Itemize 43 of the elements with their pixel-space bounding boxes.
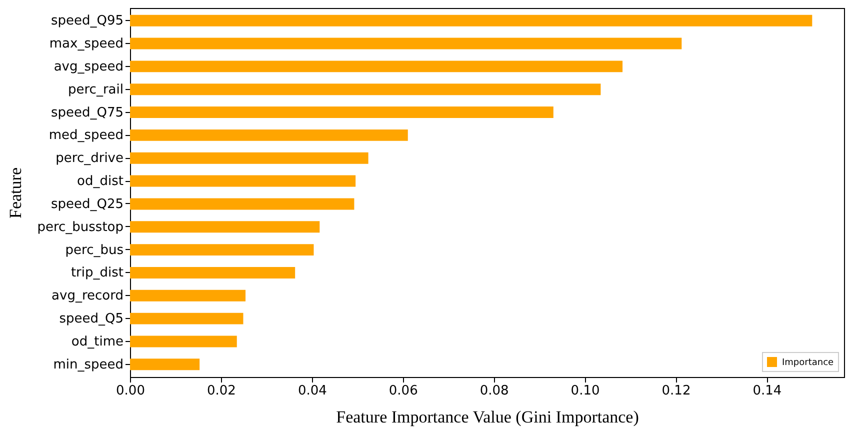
y-tick-label: trip_dist xyxy=(70,266,124,281)
x-tick-label: 0.14 xyxy=(752,384,782,398)
y-tick-label: speed_Q5 xyxy=(59,312,124,327)
bar xyxy=(130,290,246,302)
bar xyxy=(130,221,320,233)
x-tick-label: 0.08 xyxy=(480,384,509,398)
y-tick-label: perc_rail xyxy=(68,82,124,98)
x-tick-label: 0.02 xyxy=(206,384,236,398)
x-tick-label: 0.06 xyxy=(388,384,418,398)
y-tick-label: od_time xyxy=(71,334,124,350)
y-axis-title: Feature xyxy=(6,168,26,218)
bar xyxy=(130,129,408,141)
y-tick-label: avg_record xyxy=(52,288,124,304)
y-tick-label: speed_Q75 xyxy=(50,105,124,120)
bar xyxy=(130,244,314,256)
bar xyxy=(130,106,554,118)
bar xyxy=(130,84,601,96)
bar xyxy=(130,266,296,278)
x-tick-label: 0.00 xyxy=(116,384,145,398)
bar xyxy=(130,358,200,370)
y-tick-label: perc_busstop xyxy=(37,220,124,235)
y-tick-label: max_speed xyxy=(49,36,124,52)
bar xyxy=(130,60,623,72)
x-tick-label: 0.04 xyxy=(298,384,327,398)
bar xyxy=(130,38,682,50)
y-tick-label: med_speed xyxy=(48,128,124,144)
y-tick-label: perc_drive xyxy=(56,151,124,166)
bar xyxy=(130,336,237,348)
y-tick-label: perc_bus xyxy=(65,242,124,258)
x-axis-title: Feature Importance Value (Gini Importance) xyxy=(336,408,639,426)
y-tick-label: avg_speed xyxy=(54,59,124,74)
y-tick-label: speed_Q95 xyxy=(50,14,124,29)
x-tick-label: 0.10 xyxy=(570,384,600,398)
bar xyxy=(130,14,812,26)
y-tick-label: min_speed xyxy=(53,357,124,372)
x-tick-label: 0.12 xyxy=(662,384,691,398)
legend-label: Importance xyxy=(782,358,834,368)
bar xyxy=(130,312,244,324)
bar xyxy=(130,198,354,210)
bar xyxy=(130,152,368,164)
y-tick-label: speed_Q25 xyxy=(50,196,124,212)
y-tick-label: od_dist xyxy=(77,174,124,190)
bar xyxy=(130,175,356,187)
